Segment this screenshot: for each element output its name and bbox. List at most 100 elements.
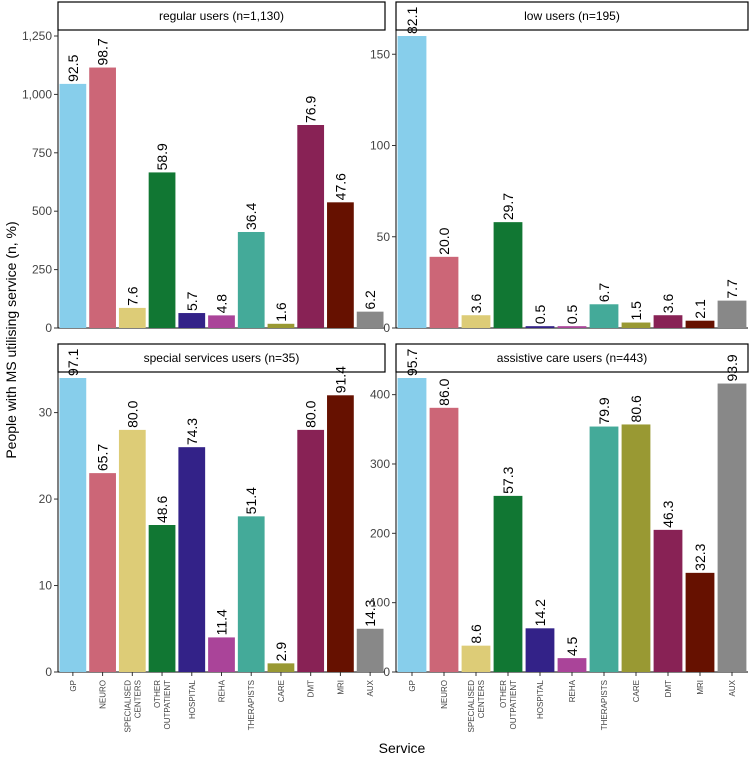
bar-therapists	[589, 426, 619, 672]
y-tick-label: 50	[377, 230, 391, 244]
x-tick-label: NEURO	[440, 680, 449, 709]
facet-title: regular users (n=1,130)	[159, 9, 284, 23]
data-label: 36.4	[243, 203, 259, 230]
x-tick-label: GP	[69, 680, 78, 692]
data-label: 86.0	[436, 378, 452, 405]
data-label: 20.0	[436, 227, 452, 254]
panel-3: special services users (n=35) 0 10 20 30 97.1…	[39, 343, 386, 732]
x-tick-label: CARE	[277, 680, 286, 702]
data-label: 57.3	[500, 466, 516, 493]
data-label: 0.5	[532, 304, 548, 324]
x-tick-label: HOSPITAL	[188, 679, 197, 719]
data-label: 14.3	[362, 599, 378, 626]
bar-gp	[59, 83, 87, 328]
data-label: 1.6	[273, 302, 289, 322]
bar-specialised-centers	[118, 307, 146, 328]
bar-aux	[356, 628, 384, 672]
y-tick-label: 1,250	[22, 29, 52, 43]
x-tick-label: DMT	[664, 680, 673, 697]
y-tick-label: 10	[39, 579, 53, 593]
y-tick-label: 0	[45, 321, 52, 335]
x-tick-label: OTHER	[499, 680, 508, 708]
bar-care	[267, 323, 295, 328]
y-tick-label: 100	[370, 139, 390, 153]
x-tick-label: CENTERS	[133, 680, 142, 718]
data-label: 76.9	[303, 96, 319, 123]
facet-strip	[395, 1, 749, 31]
data-label: 7.6	[124, 286, 140, 306]
panel-4: assistive care users (n=443) 0 100 200 300 40…	[370, 343, 749, 732]
y-tick-label: 1,000	[22, 87, 52, 101]
bar-other-outpatient	[148, 172, 176, 328]
facet-strip	[57, 343, 386, 373]
data-label: 48.6	[154, 496, 170, 523]
data-label: 2.9	[273, 642, 289, 662]
y-tick-label: 30	[39, 406, 53, 420]
data-label: 65.7	[95, 444, 111, 471]
x-tick-label: REHA	[568, 679, 577, 702]
bar-therapists	[237, 231, 265, 328]
x-tick-label: OUTPATIENT	[509, 680, 518, 730]
data-label: 97.1	[65, 349, 81, 376]
x-tick-label: MRI	[336, 680, 345, 695]
data-label: 51.4	[243, 487, 259, 514]
data-label: 79.9	[596, 397, 612, 424]
x-tick-label: DMT	[307, 680, 316, 697]
y-tick-label: 100	[370, 596, 390, 610]
data-label: 46.3	[660, 500, 676, 527]
bar-dmt	[653, 529, 683, 672]
data-label: 92.5	[65, 54, 81, 81]
bar-gp	[397, 36, 427, 328]
bar-hospital	[525, 628, 555, 672]
bar-care	[267, 663, 295, 672]
bar-aux	[356, 311, 384, 328]
y-tick-label: 200	[370, 526, 390, 540]
data-label: 5.7	[184, 291, 200, 311]
bar-reha	[557, 326, 587, 328]
bar-neuro	[89, 473, 116, 672]
bar-reha	[208, 315, 235, 328]
x-tick-label: GP	[408, 680, 417, 692]
bar-dmt	[297, 125, 325, 328]
data-label: 4.5	[564, 636, 580, 656]
y-tick-label: 500	[32, 204, 52, 218]
bar-gp	[397, 378, 427, 672]
x-axis-title: Service	[379, 740, 426, 756]
data-label: 2.1	[692, 299, 708, 319]
bar-hospital	[525, 326, 555, 328]
bar-other-outpatient	[493, 222, 523, 328]
data-label: 98.7	[95, 38, 111, 65]
data-label: 58.9	[154, 143, 170, 170]
facet-title: assistive care users (n=443)	[497, 351, 647, 365]
bar-aux	[717, 300, 747, 328]
data-label: 11.4	[214, 609, 230, 635]
data-label: 8.6	[468, 624, 484, 644]
x-tick-label: THERAPISTS	[600, 680, 609, 730]
data-label: 14.2	[532, 599, 548, 626]
bar-mri	[327, 202, 354, 328]
x-tick-label: THERAPISTS	[247, 680, 256, 730]
y-tick-label: 0	[383, 321, 390, 335]
y-tick-label: 300	[370, 457, 390, 471]
bar-gp	[59, 378, 87, 672]
panel-1: regular users (n=1,130) 0 250 500 750 1,000 1,…	[22, 1, 386, 335]
data-label: 4.8	[214, 294, 230, 314]
bar-care	[621, 424, 651, 672]
bar-hospital	[178, 447, 206, 672]
bar-mri	[685, 320, 715, 328]
data-label: 74.3	[184, 418, 200, 445]
x-tick-label: CENTERS	[477, 680, 486, 718]
bar-mri	[327, 395, 354, 672]
data-label: 6.2	[362, 290, 378, 310]
data-label: 6.7	[596, 283, 612, 303]
data-label: 7.7	[724, 279, 740, 299]
bar-specialised-centers	[461, 645, 491, 672]
data-label: 82.1	[404, 7, 420, 34]
x-tick-label: AUX	[728, 679, 737, 696]
data-label: 29.7	[500, 193, 516, 220]
facet-strip	[395, 343, 749, 373]
bar-neuro	[89, 67, 116, 328]
x-tick-label: MRI	[696, 680, 705, 695]
x-tick-label: OUTPATIENT	[163, 680, 172, 730]
